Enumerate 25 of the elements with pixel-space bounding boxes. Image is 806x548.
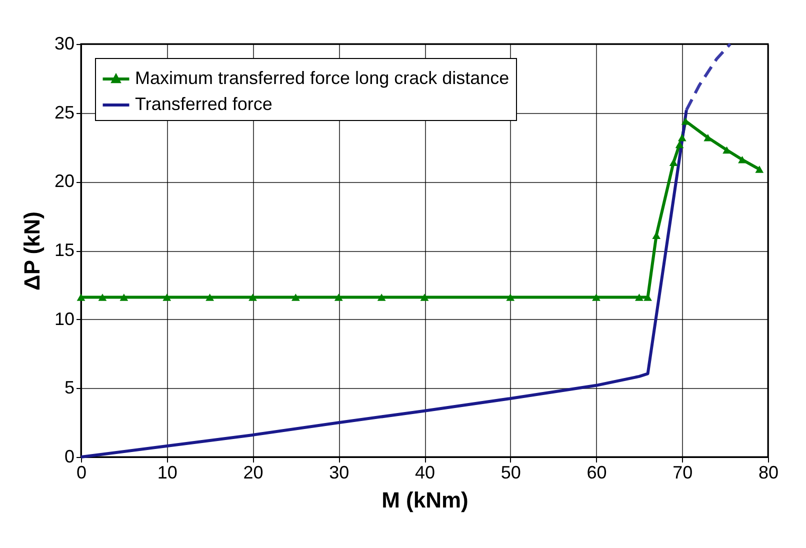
y-axis-title: ΔP (kN) — [19, 212, 44, 290]
x-tick-label: 80 — [758, 462, 779, 482]
legend-label: Maximum transferred force long crack distance — [135, 68, 510, 88]
y-tick-label: 10 — [54, 308, 74, 329]
y-tick-label: 0 — [64, 446, 74, 466]
x-tick-label: 20 — [243, 462, 264, 482]
legend-label: Transferred force — [135, 94, 272, 114]
point — [678, 134, 686, 142]
point — [675, 140, 684, 148]
y-tick-label: 20 — [54, 171, 74, 192]
x-tick-label: 60 — [586, 462, 607, 482]
y-tick-label: 5 — [64, 378, 74, 398]
x-tick-label: 40 — [414, 462, 436, 482]
y-tick-label: 25 — [54, 102, 74, 122]
point — [755, 166, 764, 173]
x-tick-label: 10 — [157, 462, 178, 482]
point — [76, 294, 86, 301]
y-tick-label: 30 — [54, 34, 74, 54]
line-series — [80, 108, 688, 458]
x-tick-label: 70 — [672, 462, 693, 482]
line-series — [684, 42, 732, 112]
x-tick-label: 50 — [500, 462, 521, 482]
x-tick-label: 30 — [329, 462, 350, 482]
x-axis-title: M (kNm) — [382, 488, 468, 512]
y-tick-label: 15 — [54, 240, 74, 260]
